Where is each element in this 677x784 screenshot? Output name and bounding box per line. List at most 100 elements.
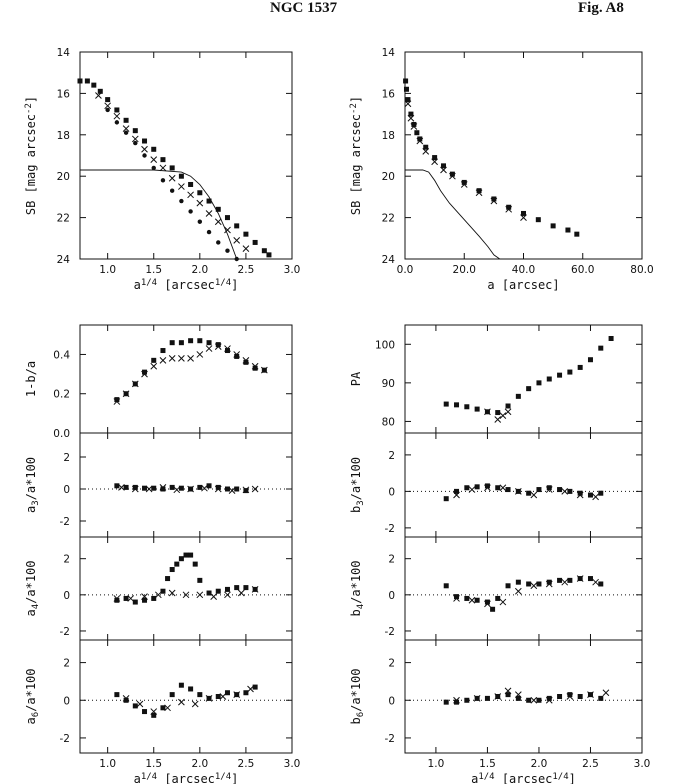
data-point-square: [490, 606, 496, 612]
data-point-cross: [113, 398, 121, 405]
data-point-cross: [131, 135, 139, 143]
data-point-square: [243, 231, 249, 237]
data-point-cross: [104, 102, 112, 110]
data-point-square: [114, 483, 120, 489]
data-point-square: [215, 342, 221, 348]
data-point-cross: [494, 693, 502, 700]
y-tick-label: 20: [57, 171, 70, 183]
data-point-cross: [410, 123, 418, 130]
y-tick-label: 90: [382, 378, 395, 390]
data-point-square: [443, 583, 449, 589]
figure-title: NGC 1537: [270, 0, 338, 16]
data-point-square: [178, 682, 184, 688]
y-tick-label: 24: [57, 254, 71, 266]
panel-a3: -2 0 2: [60, 432, 293, 538]
data-point-square: [505, 583, 511, 589]
data-point-square: [183, 552, 189, 558]
data-point-cross: [514, 488, 522, 495]
y-tick-label: 0: [388, 590, 395, 602]
data-point-square: [557, 694, 563, 699]
figure-number: Fig. A8: [578, 0, 624, 16]
y-tick-label: -2: [60, 516, 70, 528]
data-point-cross: [475, 189, 483, 197]
data-point-square: [567, 369, 573, 375]
data-point-square: [192, 561, 198, 567]
data-point-square: [557, 487, 563, 493]
x-tick-label: 2.5: [582, 758, 599, 770]
data-point-square: [505, 403, 511, 409]
data-point-square: [206, 198, 212, 204]
y-tick-label: 18: [382, 130, 395, 142]
data-point-square: [151, 146, 157, 152]
data-point-square: [526, 490, 532, 496]
data-point-square: [526, 697, 532, 703]
data-point-square: [197, 484, 203, 490]
data-point-cross: [178, 698, 185, 706]
data-point-square: [178, 340, 184, 346]
x-tick-label: 1.5: [479, 758, 496, 770]
y-axis-label: b6​/a*100: [349, 668, 366, 724]
data-point-cross: [224, 345, 231, 352]
data-point-square: [476, 188, 482, 194]
data-point-square: [224, 348, 230, 354]
data-point-cross: [122, 695, 130, 702]
data-point-cross: [247, 685, 254, 693]
data-point-cross: [159, 484, 167, 491]
data-point-square: [567, 577, 573, 583]
data-point-square: [474, 484, 480, 490]
data-point-square: [557, 577, 563, 583]
panel-ellipticity: 0.0 0.2 0.4: [53, 324, 293, 440]
x-tick-label: 1.0: [99, 758, 116, 770]
data-point-square: [454, 594, 460, 600]
data-point-cross: [150, 708, 158, 715]
data-point-square: [515, 579, 521, 585]
data-point-cross: [131, 380, 139, 388]
data-point-square: [474, 406, 480, 412]
y-tick-label: 0: [63, 590, 70, 602]
data-point-cross: [602, 689, 610, 697]
data-point-square: [224, 215, 230, 221]
data-point-square: [178, 556, 184, 562]
data-point-cross: [196, 199, 204, 207]
data-point-square: [142, 485, 148, 491]
data-point-square: [495, 485, 501, 491]
data-point-square: [441, 163, 447, 169]
data-point-square: [474, 597, 480, 603]
data-point-square: [105, 97, 111, 103]
panel-b4: -2 0 2: [385, 536, 643, 641]
data-point-cross: [453, 491, 460, 499]
data-point-cross: [242, 356, 250, 364]
panel-a6: -2 0 2 1.0 1.5 2.0 2.5 3.0: [60, 639, 300, 770]
data-point-cross: [504, 408, 512, 416]
y-axis-label: SB [mag arcsec-2​]: [349, 96, 363, 215]
y-axis-label: b3​/a*100: [349, 457, 366, 513]
data-point-square: [234, 223, 240, 229]
data-point-square: [97, 88, 103, 94]
data-point-square: [565, 227, 571, 233]
panel-frame: [79, 536, 293, 641]
data-point-square: [114, 597, 120, 603]
data-point-cross: [242, 245, 250, 253]
y-axis-label: 1-b/a: [24, 361, 38, 397]
data-point-square: [132, 484, 138, 490]
data-point-dot: [142, 153, 147, 158]
data-point-square: [243, 488, 249, 494]
data-point-cross: [404, 100, 412, 108]
x-tick-label: 1.0: [99, 264, 116, 276]
panel-frame: [404, 432, 643, 538]
data-point-cross: [201, 484, 208, 492]
data-point-square: [142, 369, 148, 375]
data-point-cross: [251, 485, 259, 493]
data-point-square: [206, 340, 212, 346]
panel-frame: [404, 324, 643, 434]
x-tick-label: 40.0: [512, 264, 535, 276]
data-point-cross: [95, 92, 102, 99]
x-tick-label: 20.0: [453, 264, 476, 276]
data-point-cross: [453, 696, 460, 704]
data-point-square: [577, 490, 583, 496]
data-point-square: [151, 357, 157, 363]
data-point-square: [142, 709, 148, 715]
data-point-square: [587, 576, 593, 582]
data-point-square: [449, 171, 455, 177]
